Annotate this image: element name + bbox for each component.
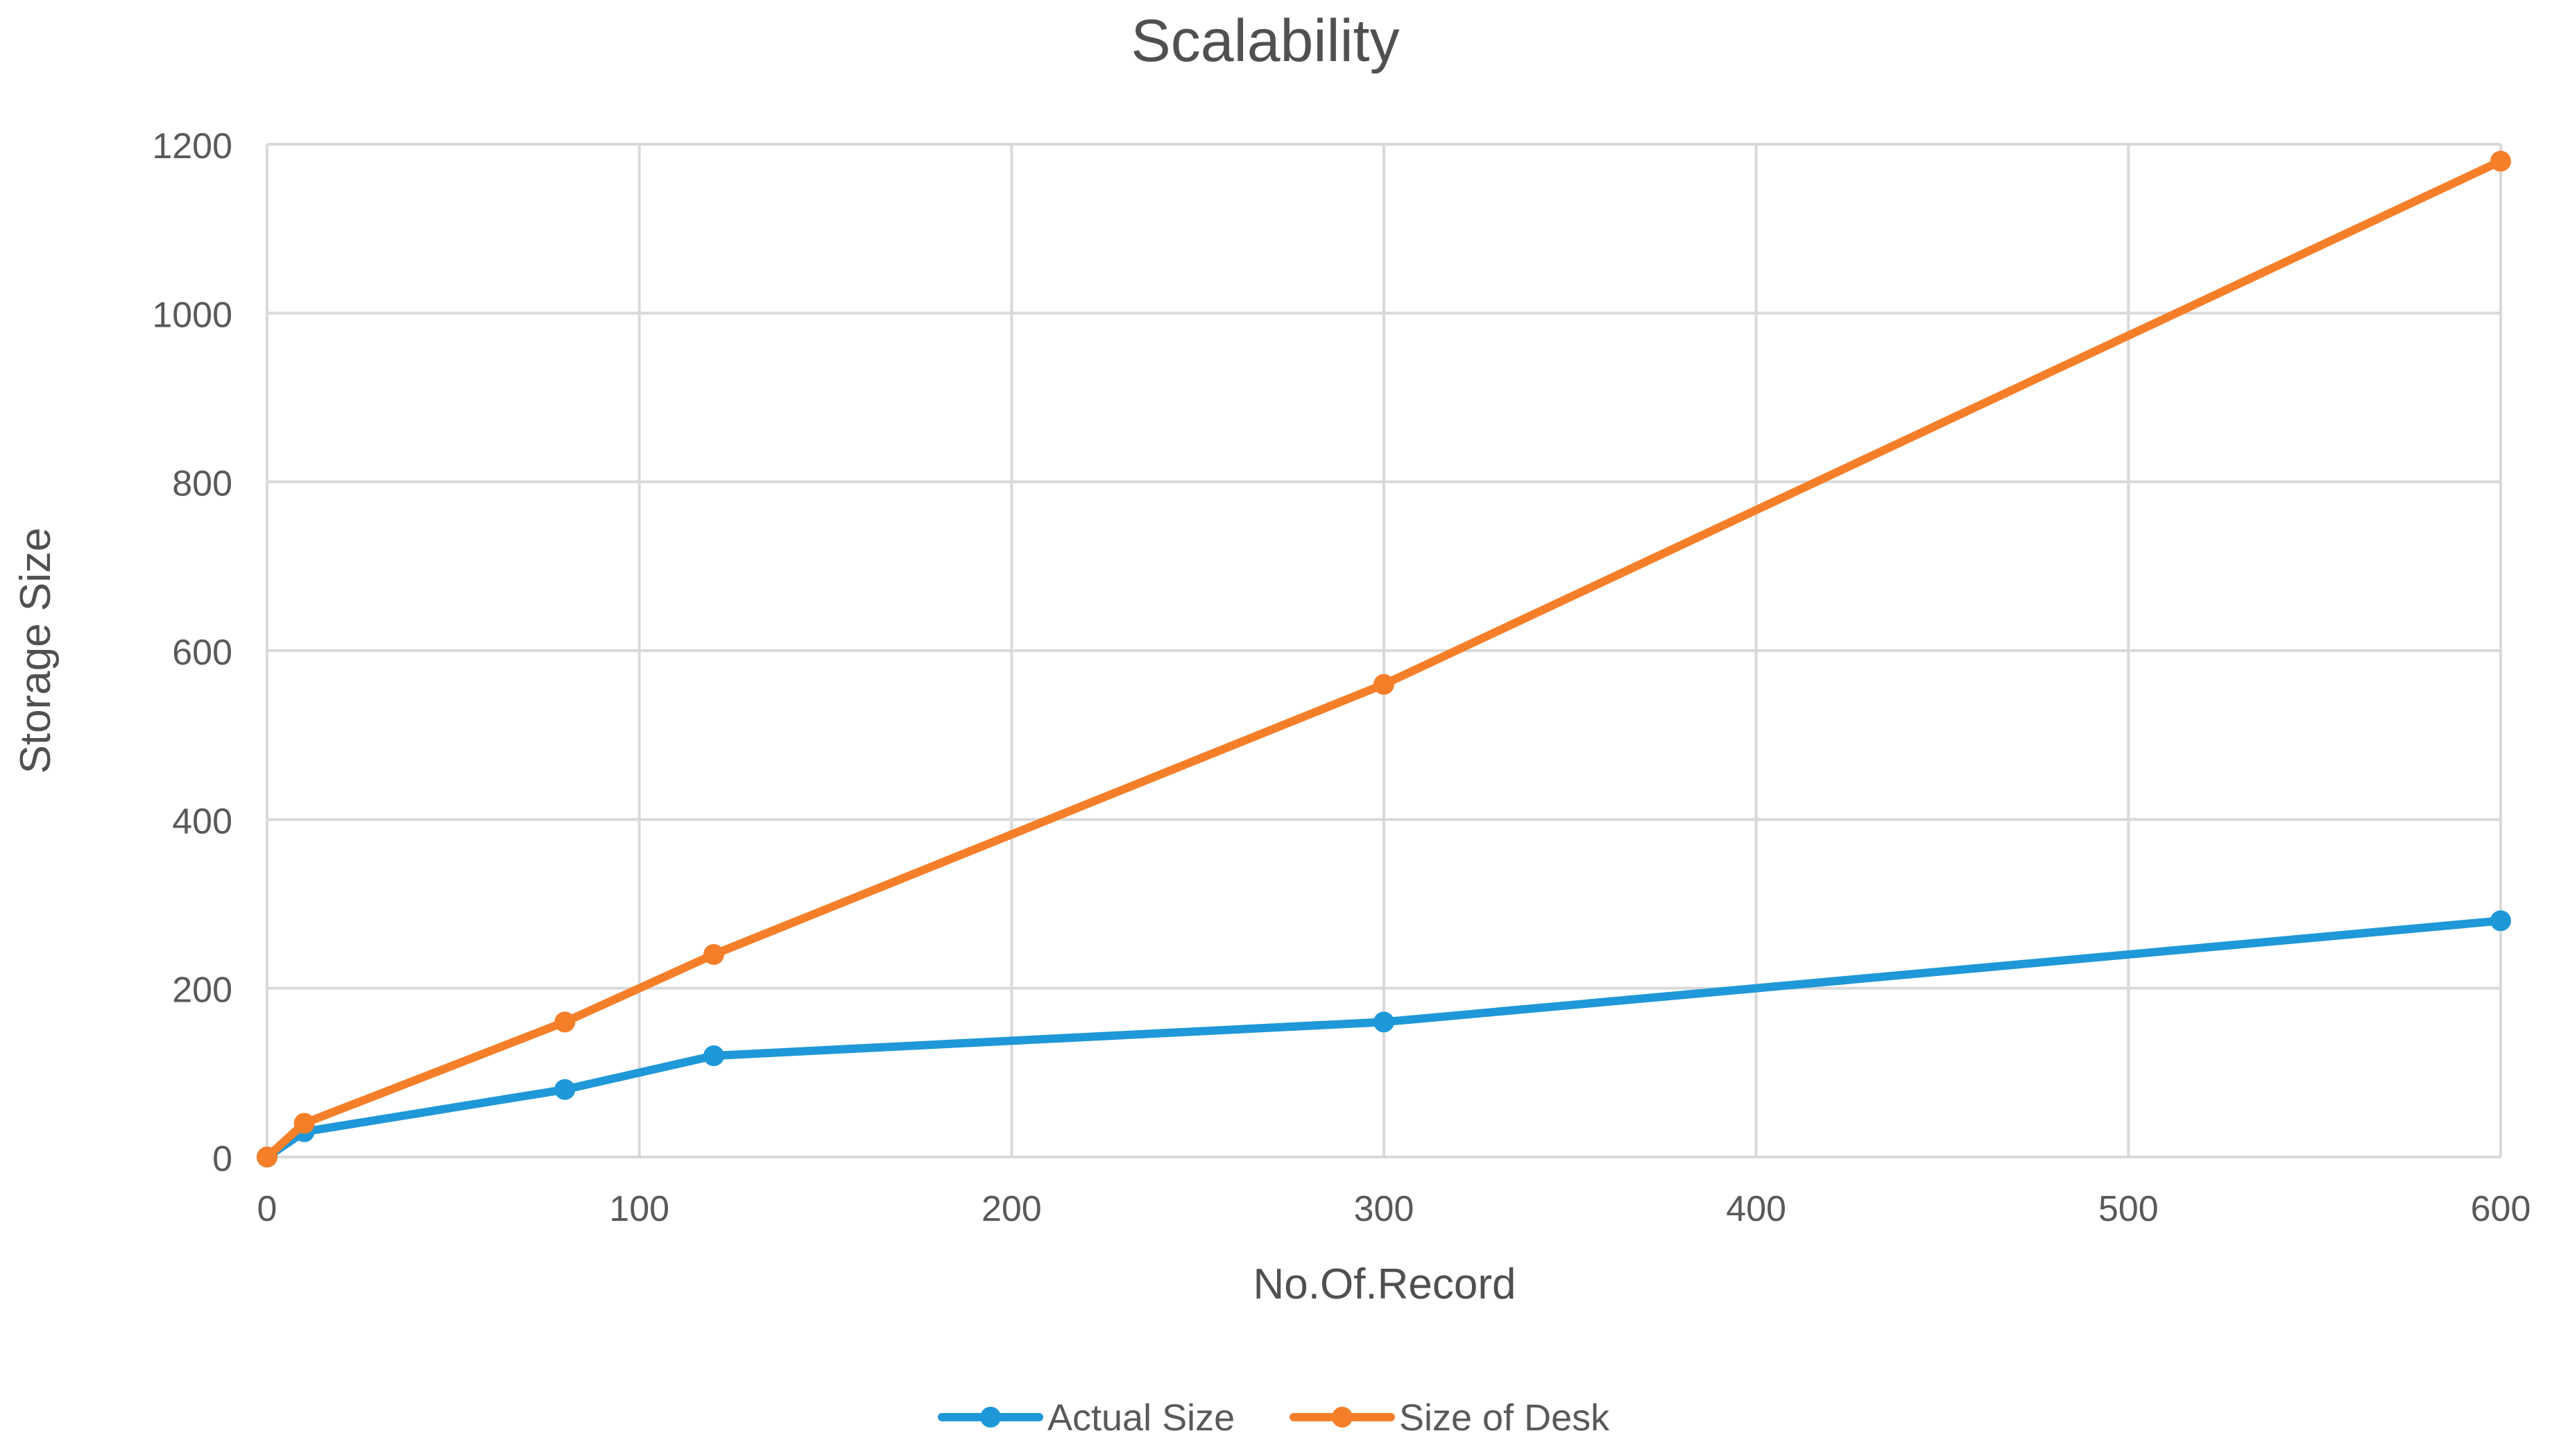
- data-point: [1373, 674, 1394, 695]
- y-tick-label: 1000: [152, 295, 232, 335]
- y-axis-title: Storage Size: [12, 528, 60, 774]
- x-tick-label: 300: [1354, 1189, 1414, 1229]
- x-tick-label: 400: [1726, 1189, 1786, 1229]
- x-tick-label: 500: [2098, 1189, 2159, 1229]
- grid: [266, 143, 2502, 1158]
- legend-item: Actual Size: [938, 1397, 1235, 1439]
- y-tick-label: 200: [172, 970, 232, 1011]
- y-tick-label: 0: [212, 1139, 232, 1179]
- legend-swatch-marker: [1332, 1407, 1353, 1428]
- data-point: [293, 1113, 315, 1134]
- y-tick-label: 600: [172, 633, 232, 673]
- y-tick-label: 400: [172, 801, 232, 841]
- data-point: [703, 1045, 724, 1066]
- data-point: [2490, 910, 2511, 932]
- data-point: [257, 1147, 277, 1167]
- data-point: [554, 1079, 576, 1100]
- x-tick-label: 200: [982, 1189, 1042, 1229]
- x-tick-label: 100: [609, 1189, 669, 1229]
- data-point: [1373, 1011, 1394, 1033]
- legend-label: Size of Desk: [1399, 1397, 1610, 1439]
- x-axis-title: No.Of.Record: [1253, 1260, 1516, 1308]
- legend-item: Size of Desk: [1290, 1397, 1610, 1439]
- chart-title: Scalability: [1131, 8, 1399, 74]
- data-point: [2490, 151, 2511, 172]
- x-tick-label: 0: [257, 1189, 277, 1229]
- series-layer: [257, 151, 2511, 1167]
- y-tick-label: 1200: [152, 126, 232, 166]
- legend-label: Actual Size: [1047, 1397, 1235, 1439]
- data-point: [554, 1011, 576, 1033]
- legend-swatch-marker: [980, 1407, 1001, 1428]
- legend: Actual Size Size of Desk: [938, 1397, 1610, 1439]
- data-point: [703, 944, 724, 965]
- axes: 0 200 400 600 800 1000 1200 0 100 200 300 400 500 600: [152, 126, 2530, 1229]
- series-size-of-desk: [257, 151, 2511, 1167]
- y-tick-label: 800: [172, 464, 232, 504]
- x-tick-label: 600: [2471, 1189, 2531, 1229]
